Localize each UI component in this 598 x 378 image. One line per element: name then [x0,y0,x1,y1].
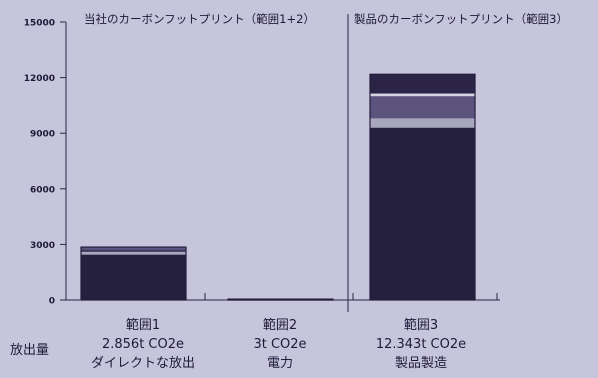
category-label-1: 範囲1 2.856t CO2e ダイレクトな放出 [73,316,213,373]
bar-1-segment-3 [81,249,186,252]
panel-title-0: 当社のカーボンフットプリント（範囲1+2） [84,12,315,26]
category-scope: 範囲1 [125,318,161,333]
y-tick-label-4: 12000 [24,74,55,84]
category-amount: 3t CO2e [253,337,307,352]
y-tick-label-3: 9000 [30,130,55,140]
bar-3-segment-1 [370,127,475,300]
panel-title-1: 製品のカーボンフットプリント（範囲3） [354,12,568,26]
bar-3-segment-4 [370,93,475,97]
category-description: 電力 [266,356,293,371]
category-amount: 12.343t CO2e [375,337,467,352]
category-description: 製品製造 [394,356,447,371]
bar-1-segment-1 [81,254,186,300]
y-tick-label-5: 15000 [24,19,55,29]
bar-2-outline [227,298,334,301]
bar-3-outline [369,73,476,301]
bar-1-segment-4 [81,247,186,250]
category-label-2: 範囲2 3t CO2e 電力 [210,316,350,373]
category-amount: 2.856t CO2e [101,337,185,352]
bar-1-outline [80,246,187,301]
bar-3-segment-2 [370,118,475,128]
y-tick-label-0: 0 [49,297,55,307]
y-tick-label-1: 3000 [30,241,55,251]
category-scope: 範囲3 [403,318,439,333]
category-label-3: 範囲3 12.343t CO2e 製品製造 [351,316,491,373]
category-scope: 範囲2 [262,318,298,333]
y-tick-label-2: 6000 [30,185,55,195]
category-description: ダイレクトな放出 [90,356,195,371]
bar-3-segment-3 [370,96,475,119]
row-label: 放出量 [10,343,50,358]
bar-3-segment-5 [370,74,475,94]
bar-1-segment-2 [81,251,186,255]
